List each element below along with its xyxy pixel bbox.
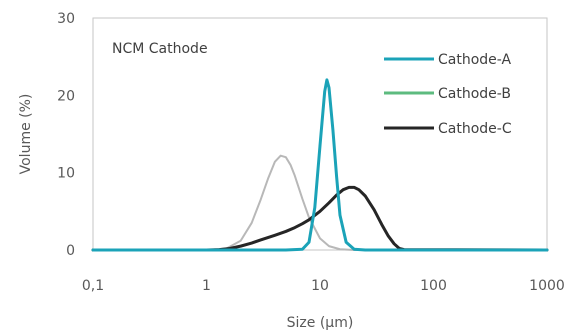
x-tick-label: 10 [311,278,329,294]
x-tick-label: 0,1 [82,278,104,294]
y-tick-label: 30 [57,11,75,27]
series-line-unlabeled [92,154,548,251]
chart-annotation: NCM Cathode [112,41,208,57]
y-axis-label: Volume (%) [18,94,34,175]
y-tick-label: 0 [66,243,75,259]
x-tick-label: 1000 [529,278,565,294]
x-tick-labels: 0,1 1 10 100 1000 [82,278,565,294]
legend-label: Cathode-A [438,52,512,68]
y-tick-label: 20 [57,88,75,104]
plot-frame [92,17,548,251]
legend-label: Cathode-B [438,86,511,102]
series-line-cathode-a [91,78,549,252]
x-tick-label: 1 [202,278,211,294]
legend-label: Cathode-C [438,121,512,137]
series-layer [91,78,549,252]
x-axis-label: Size (µm) [287,315,354,331]
y-tick-label: 10 [57,166,75,182]
series-line-cathode-c [91,185,549,252]
legend: Cathode-A Cathode-B Cathode-C [384,52,512,137]
y-tick-labels: 0 10 20 30 [57,11,75,259]
x-tick-label: 100 [420,278,447,294]
